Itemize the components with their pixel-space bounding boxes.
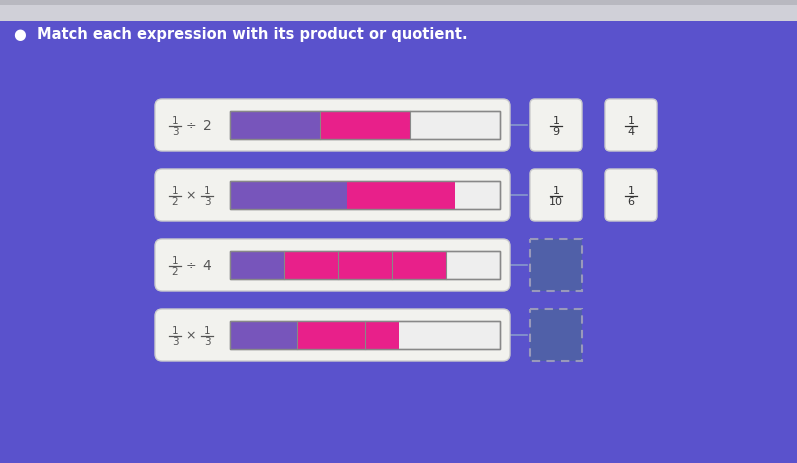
Bar [230, 251, 500, 279]
Bar [230, 112, 500, 140]
FancyBboxPatch shape [530, 169, 582, 221]
Text: 3: 3 [171, 336, 179, 346]
Bar [297, 321, 398, 349]
Text: 2: 2 [171, 266, 179, 276]
FancyBboxPatch shape [155, 169, 510, 221]
FancyBboxPatch shape [530, 100, 582, 152]
Bar [230, 181, 500, 210]
Text: 1: 1 [171, 116, 179, 126]
Text: 1: 1 [204, 186, 210, 195]
Text: 1: 1 [204, 325, 210, 335]
FancyBboxPatch shape [605, 169, 657, 221]
Bar [0, 6, 797, 22]
Text: 2: 2 [171, 197, 179, 206]
Text: 1: 1 [171, 256, 179, 265]
Bar [230, 321, 500, 349]
Bar [0, 0, 797, 6]
Text: 3: 3 [171, 127, 179, 137]
Text: 1: 1 [627, 186, 634, 195]
Text: ×: × [186, 189, 196, 202]
Bar [230, 181, 500, 210]
Text: ÷: ÷ [186, 259, 196, 272]
FancyBboxPatch shape [155, 309, 510, 361]
Bar [230, 251, 500, 279]
Text: 4: 4 [202, 258, 211, 272]
FancyBboxPatch shape [155, 100, 510, 152]
Text: 1: 1 [627, 116, 634, 126]
Text: 3: 3 [204, 197, 210, 206]
Bar [320, 112, 410, 140]
Bar [0, 0, 797, 22]
Text: ×: × [186, 329, 196, 342]
Bar [230, 181, 347, 210]
Text: 1: 1 [552, 116, 559, 126]
Text: 1: 1 [171, 186, 179, 195]
Text: 1: 1 [171, 325, 179, 335]
Text: 1: 1 [552, 186, 559, 195]
Bar [230, 112, 320, 140]
Text: 9: 9 [552, 127, 559, 137]
Text: 3: 3 [204, 336, 210, 346]
Text: ●  Match each expression with its product or quotient.: ● Match each expression with its product… [14, 26, 468, 41]
Bar [530, 309, 582, 361]
Text: 10: 10 [549, 197, 563, 206]
Bar [230, 321, 297, 349]
FancyBboxPatch shape [155, 239, 510, 291]
Bar [347, 181, 455, 210]
Text: ÷: ÷ [186, 119, 196, 132]
Text: 4: 4 [627, 127, 634, 137]
FancyBboxPatch shape [605, 100, 657, 152]
Text: 2: 2 [202, 119, 211, 133]
Bar [230, 251, 284, 279]
Bar [230, 321, 500, 349]
Bar [284, 251, 446, 279]
Bar [530, 239, 582, 291]
Text: 6: 6 [627, 197, 634, 206]
Bar [230, 112, 500, 140]
